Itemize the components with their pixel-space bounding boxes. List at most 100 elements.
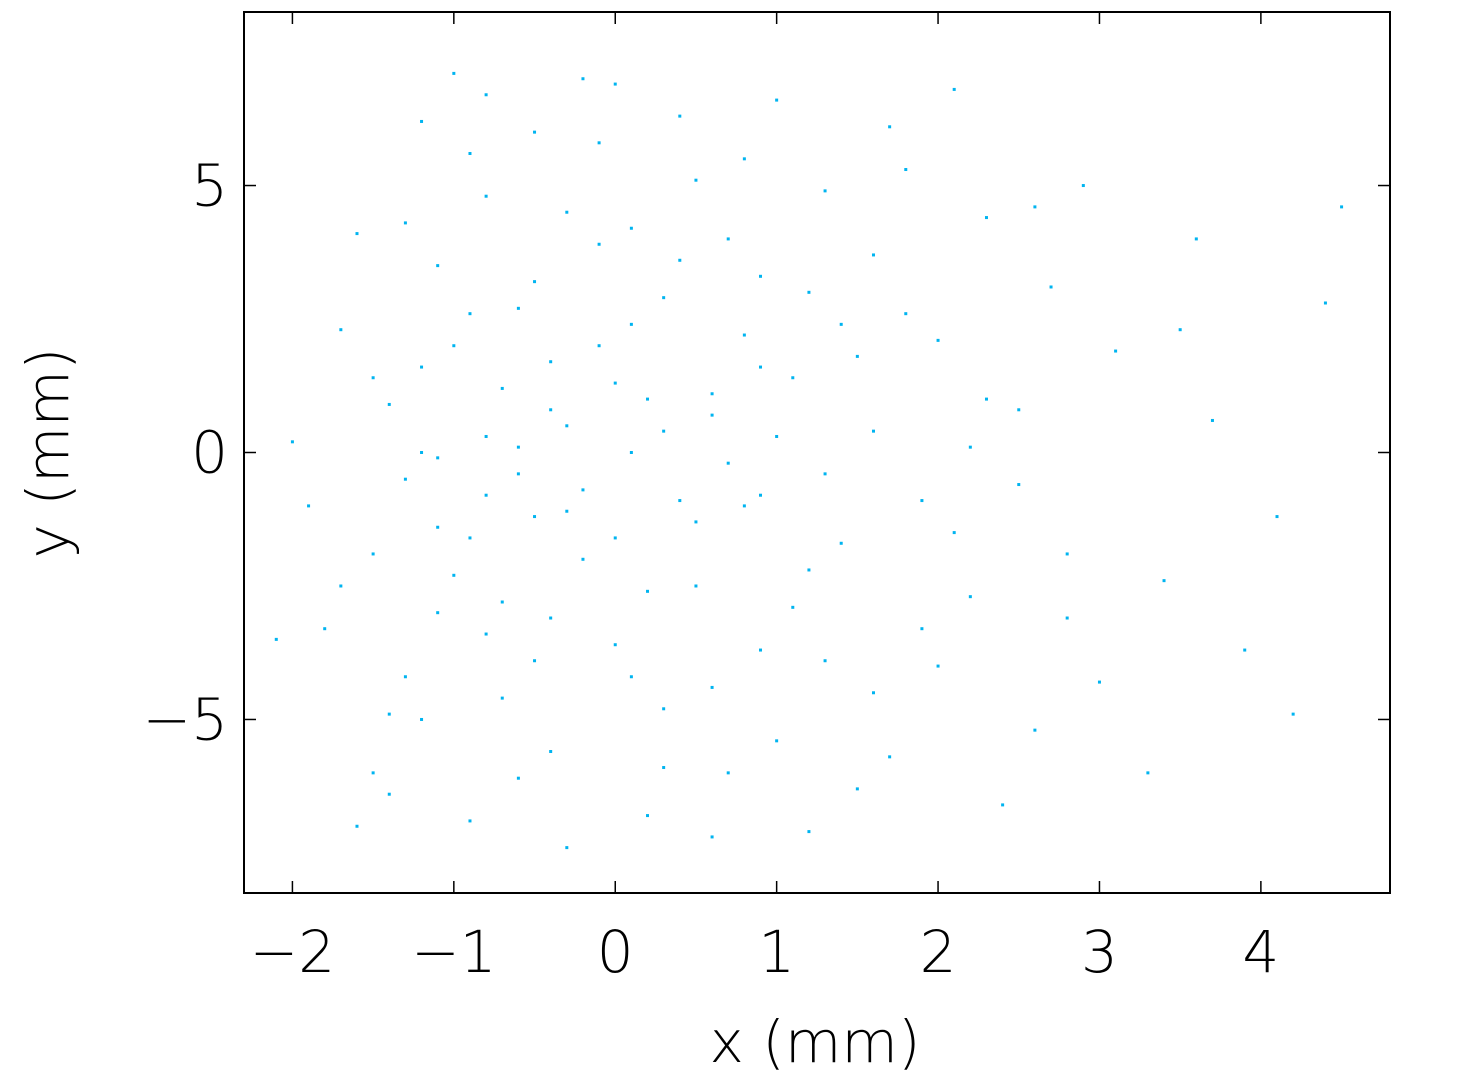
point <box>678 499 682 503</box>
point <box>355 824 359 828</box>
point <box>355 232 359 236</box>
point <box>726 771 730 775</box>
point <box>371 771 375 775</box>
point <box>968 445 972 449</box>
point <box>775 434 779 438</box>
point <box>694 520 698 524</box>
point <box>1033 728 1037 732</box>
point <box>452 344 456 348</box>
point <box>500 600 504 604</box>
point <box>807 830 811 834</box>
point <box>1081 184 1085 188</box>
point <box>710 835 714 839</box>
point <box>452 573 456 577</box>
point <box>403 477 407 481</box>
point <box>549 616 553 620</box>
point <box>871 691 875 695</box>
point <box>516 472 520 476</box>
x-axis-label: x (mm) <box>709 1008 920 1076</box>
point <box>436 456 440 460</box>
point <box>1065 616 1069 620</box>
point <box>597 141 601 145</box>
point <box>581 557 585 561</box>
point <box>597 242 601 246</box>
point <box>549 360 553 364</box>
point <box>888 125 892 129</box>
point <box>871 429 875 433</box>
point <box>468 536 472 540</box>
point <box>597 344 601 348</box>
point <box>613 536 617 540</box>
point <box>436 264 440 268</box>
point <box>274 637 278 641</box>
point <box>726 237 730 241</box>
point <box>1001 803 1005 807</box>
point <box>613 82 617 86</box>
point <box>904 168 908 172</box>
point <box>920 627 924 631</box>
point <box>855 354 859 358</box>
point <box>710 413 714 417</box>
point <box>629 226 633 230</box>
point <box>484 493 488 497</box>
point <box>1049 285 1053 289</box>
point <box>339 328 343 332</box>
point <box>565 509 569 513</box>
y-axis-label: y (mm) <box>14 347 82 558</box>
point <box>807 290 811 294</box>
point <box>1114 349 1118 353</box>
point <box>694 584 698 588</box>
point <box>307 504 311 508</box>
point <box>678 114 682 118</box>
point <box>791 376 795 380</box>
point <box>662 766 666 770</box>
point <box>629 675 633 679</box>
point <box>1033 205 1037 209</box>
point <box>742 157 746 161</box>
point <box>1178 328 1182 332</box>
point <box>387 712 391 716</box>
point <box>420 119 424 123</box>
point <box>710 392 714 396</box>
y-tick-label: −5 <box>143 685 229 753</box>
point <box>646 814 650 818</box>
point <box>920 499 924 503</box>
point <box>339 584 343 588</box>
point <box>662 296 666 300</box>
point <box>1323 301 1327 305</box>
point <box>290 440 294 444</box>
point <box>613 381 617 385</box>
point <box>1017 408 1021 412</box>
point <box>581 488 585 492</box>
point <box>452 71 456 75</box>
point <box>694 178 698 182</box>
point <box>565 846 569 850</box>
point <box>516 776 520 780</box>
point <box>742 504 746 508</box>
point <box>1275 515 1279 519</box>
point <box>533 659 537 663</box>
point <box>436 525 440 529</box>
point <box>500 696 504 700</box>
point <box>1017 483 1021 487</box>
point <box>823 472 827 476</box>
point <box>984 216 988 220</box>
point <box>436 611 440 615</box>
point <box>662 429 666 433</box>
point <box>1162 579 1166 583</box>
point <box>420 451 424 454</box>
point <box>533 130 537 134</box>
point <box>839 322 843 326</box>
x-tick-label: 4 <box>1242 918 1279 986</box>
point <box>871 253 875 257</box>
point <box>420 365 424 369</box>
point <box>759 648 763 652</box>
point <box>1065 552 1069 556</box>
point <box>484 194 488 198</box>
point <box>839 541 843 545</box>
point <box>968 595 972 599</box>
point <box>1146 771 1150 775</box>
point <box>1097 680 1101 684</box>
point <box>662 707 666 711</box>
